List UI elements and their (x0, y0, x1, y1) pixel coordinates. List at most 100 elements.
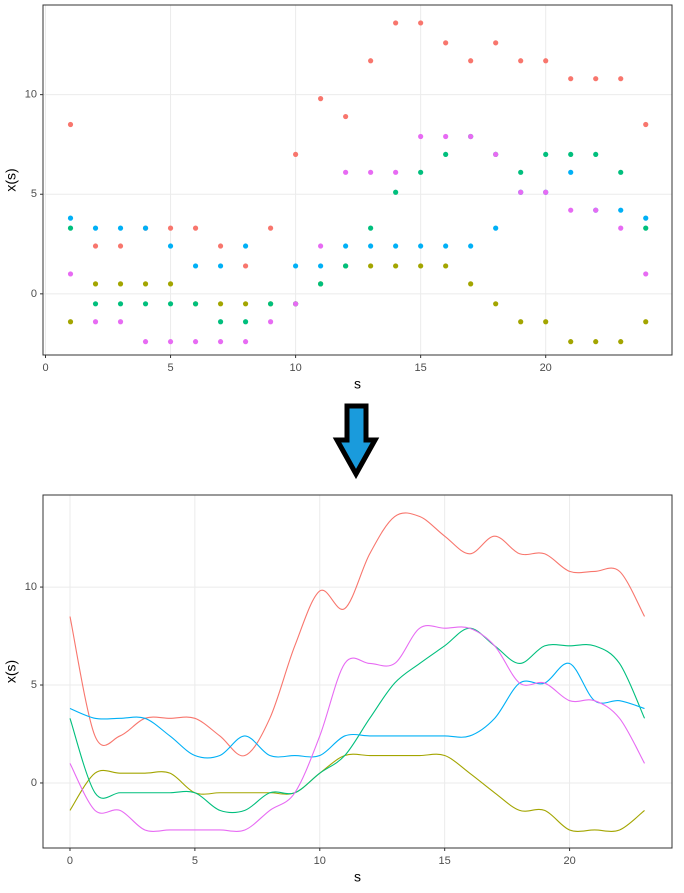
point (117, 281, 124, 287)
point (618, 207, 624, 213)
point (343, 169, 349, 175)
point (242, 301, 249, 307)
chart: 0 5 10 0 5 10 15 20 s x(s) (3, 494, 673, 885)
point (518, 189, 524, 195)
point (568, 169, 574, 175)
point (92, 243, 99, 249)
point (618, 339, 624, 345)
point (142, 339, 149, 345)
y-tick-label: 5 (31, 679, 37, 691)
point (242, 319, 249, 325)
point (643, 319, 649, 325)
point (267, 301, 274, 307)
point (167, 339, 174, 345)
y-tick-label: 0 (31, 288, 37, 300)
point (117, 319, 124, 325)
x-tick-label: 0 (67, 855, 73, 867)
point (217, 301, 224, 307)
point (593, 151, 599, 158)
x-axis-title: s (354, 376, 361, 392)
point (643, 121, 649, 128)
point (593, 76, 599, 82)
x-axis-title: s (354, 869, 361, 885)
point (343, 263, 349, 269)
point (543, 319, 549, 325)
point (393, 20, 399, 26)
y-tick-label: 10 (25, 89, 37, 101)
x-tick-label: 15 (415, 362, 427, 374)
line (69, 662, 645, 759)
point (393, 169, 399, 175)
point (468, 58, 474, 64)
panel (43, 495, 672, 848)
line (69, 753, 645, 832)
point (192, 225, 199, 231)
point (618, 76, 624, 82)
chart: 0 5 10 0 5 10 15 20 s x(s) (3, 4, 673, 392)
point (67, 319, 74, 325)
point (242, 263, 249, 269)
point (217, 243, 224, 249)
point (443, 40, 449, 46)
point (293, 151, 299, 158)
point (418, 263, 424, 269)
point (142, 301, 149, 307)
point (117, 225, 124, 231)
x-tick-label: 20 (563, 855, 575, 867)
point (67, 271, 74, 277)
point (568, 339, 574, 345)
y-tick-label: 0 (31, 777, 37, 789)
point (468, 281, 474, 287)
point (493, 225, 499, 231)
point (493, 40, 499, 46)
point (518, 319, 524, 325)
point (167, 281, 174, 287)
x-tick-label: 0 (42, 362, 48, 374)
point (318, 96, 324, 102)
point (117, 301, 124, 307)
point (242, 243, 249, 249)
point (443, 263, 449, 269)
point (217, 263, 224, 269)
point (418, 133, 424, 140)
panel (43, 5, 672, 355)
point (92, 225, 99, 231)
line (69, 625, 646, 832)
y-axis-title: x(s) (3, 168, 19, 191)
y-axis-title: x(s) (3, 660, 19, 683)
point (67, 215, 74, 221)
x-tick-label: 15 (439, 855, 451, 867)
point (67, 225, 74, 231)
point (643, 225, 649, 231)
arrow (332, 403, 380, 480)
point (67, 121, 74, 128)
point (267, 225, 274, 231)
point (192, 263, 199, 269)
y-tick-label: 10 (25, 581, 37, 593)
point (543, 151, 549, 158)
point (618, 169, 624, 175)
point (318, 281, 324, 287)
point (418, 20, 424, 26)
point (618, 225, 624, 231)
point (368, 58, 374, 64)
panel-border (42, 494, 673, 849)
point (167, 301, 174, 307)
point (167, 225, 174, 231)
point (518, 169, 524, 175)
point (192, 301, 199, 307)
line (69, 627, 646, 814)
point (593, 207, 599, 213)
x-tick-label: 20 (540, 362, 552, 374)
point (418, 169, 424, 175)
point (192, 339, 199, 345)
point (393, 189, 399, 195)
point (368, 225, 374, 231)
point (117, 243, 124, 249)
point (393, 243, 399, 249)
point (468, 243, 474, 249)
point (493, 151, 499, 158)
point (142, 281, 149, 287)
point (518, 58, 524, 64)
